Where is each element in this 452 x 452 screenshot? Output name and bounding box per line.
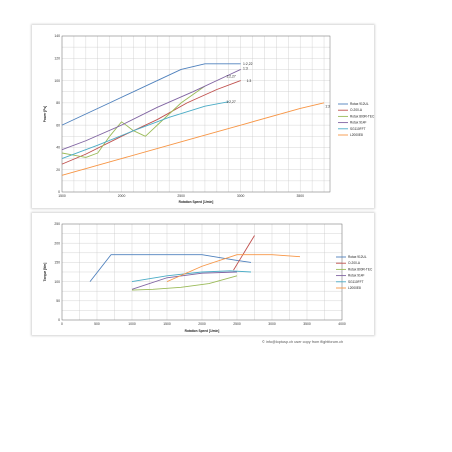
series-line-rotax-912ul: [89, 254, 252, 282]
series-line-o-200-a: [61, 80, 241, 165]
y-tick-label: 50: [56, 299, 60, 303]
series-line-rotax-800r-tec: [131, 275, 238, 291]
x-tick-label: 2500: [177, 194, 185, 198]
y-tick-label: 0: [58, 190, 60, 194]
legend-label: SG110FFT: [348, 280, 364, 284]
y-tick-label: 100: [54, 79, 60, 83]
y-tick-label: 200: [54, 241, 60, 245]
y-axis-title: Torque [Nm]: [43, 263, 47, 282]
x-tick-label: 2000: [198, 322, 206, 326]
y-tick-label: 140: [54, 34, 60, 38]
legend-label: L2000E8: [348, 286, 361, 290]
x-tick-label: 1500: [58, 194, 66, 198]
x-tick-label: 2000: [118, 194, 126, 198]
y-tick-label: 20: [56, 168, 60, 172]
series-line-rotax-914f: [131, 271, 238, 290]
legend-label: O-200-A: [348, 261, 361, 265]
legend-label: L2000E8: [350, 133, 363, 137]
plot-frame: [61, 223, 343, 321]
power-chart-panel: 1500 2000 2500 3000 3500 0 20 40 60 80 100 120 140 Ro…: [32, 25, 375, 208]
ratio-annotation: 1:3: [243, 67, 248, 71]
series-line-rotax-800r-tec: [61, 85, 206, 158]
x-tick-label: 1500: [163, 322, 171, 326]
y-tick-label: 120: [54, 56, 60, 60]
y-tick-label: 0: [58, 318, 60, 322]
x-tick-label: 0: [61, 322, 63, 326]
plot-frame: [61, 35, 331, 193]
y-tick-label: 80: [56, 101, 60, 105]
legend-label: O-200-A: [350, 108, 363, 112]
x-tick-label: 1000: [128, 322, 136, 326]
x-tick-label: 500: [94, 322, 100, 326]
legend-label: Rotax 914F: [348, 274, 365, 278]
legend-label: Rotax 912UL: [350, 102, 369, 106]
y-tick-label: 60: [56, 123, 60, 127]
footer-credit: © info@loptusp.ch user copy from flightf…: [262, 340, 344, 344]
x-tick-label: 4000: [338, 322, 346, 326]
ratio-annotation: 1:3: [325, 104, 330, 108]
x-axis-title: Rotation Speed [1/min]: [179, 200, 214, 204]
series-line-sg110fft: [131, 270, 252, 283]
y-tick-label: 100: [54, 280, 60, 284]
series-line-o-200-a: [233, 235, 255, 271]
legend-label: Rotax 912UL: [348, 255, 367, 259]
series-line-rotax-914f: [61, 69, 241, 151]
ratio-annotation: 1:2,27: [226, 100, 236, 104]
x-tick-label: 2500: [233, 322, 241, 326]
series-line-l2000e8: [166, 254, 301, 283]
x-tick-label: 3500: [303, 322, 311, 326]
x-tick-label: 3000: [268, 322, 276, 326]
power-chart: 1500 2000 2500 3000 3500 0 20 40 60 80 100 120 140 Ro…: [43, 34, 375, 204]
y-axis-title: Power [Ps]: [43, 106, 47, 122]
legend-label: SG110FFT: [350, 127, 366, 131]
y-tick-label: 40: [56, 146, 60, 150]
ratio-annotation: 1:3: [247, 79, 252, 83]
y-tick-label: 150: [54, 261, 60, 265]
legend-label: Rotax 800R-TEC: [350, 114, 375, 118]
x-tick-label: 3500: [296, 194, 304, 198]
y-tick-label: 250: [54, 222, 60, 226]
series-line-l2000e8: [61, 102, 325, 176]
series-line-sg110fft: [61, 101, 229, 159]
x-tick-label: 3000: [237, 194, 245, 198]
legend-label: Rotax 800R-TEC: [348, 267, 373, 271]
legend-label: Rotax 914F: [350, 121, 367, 125]
series-line-rotax-912ul: [61, 63, 241, 126]
ratio-annotation: 1:2,22: [243, 62, 253, 66]
ratio-annotation: 1:2,27: [226, 74, 236, 78]
torque-chart: 0 500 1000 1500 2000 2500 3000 3500 4000 0 50 100 15…: [43, 222, 373, 333]
torque-chart-panel: 0 500 1000 1500 2000 2500 3000 3500 4000 0 50 100 15…: [32, 213, 374, 335]
x-axis-title: Rotation Speed [1/min]: [185, 329, 220, 333]
